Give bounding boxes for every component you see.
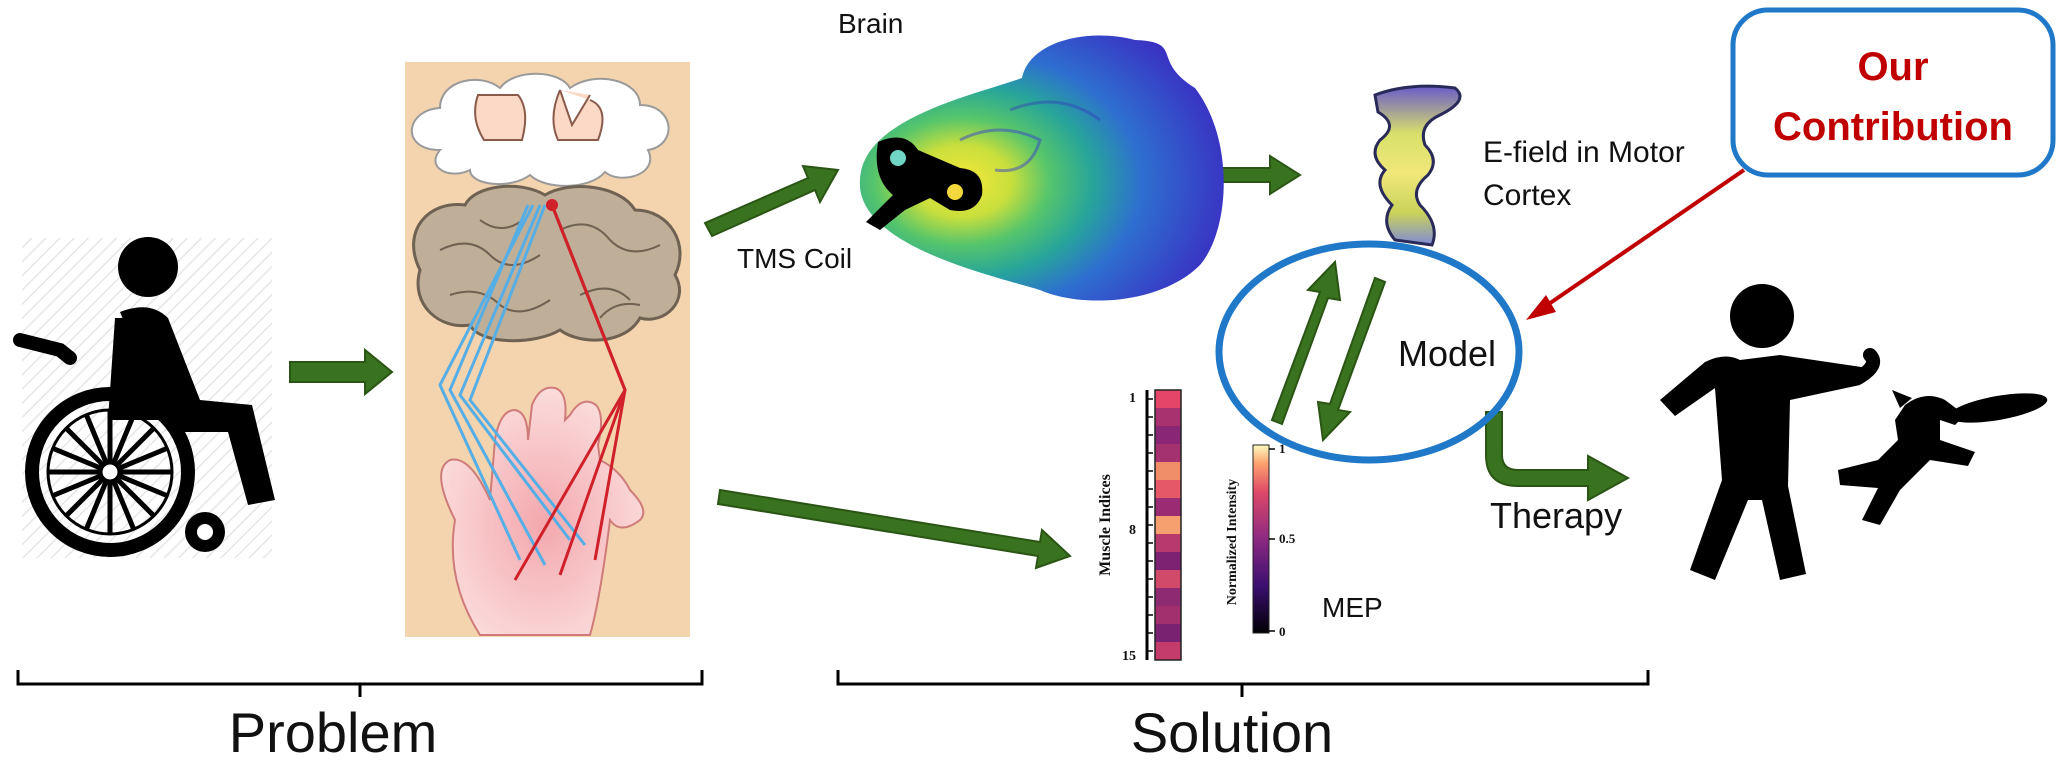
label-our: Our xyxy=(1857,45,1928,89)
heatmap-cell xyxy=(1155,624,1181,643)
arrow-problem-to-tms xyxy=(703,164,840,238)
tms-brain-render xyxy=(859,35,1224,301)
wheelchair-person-icon xyxy=(13,237,275,558)
label-efield-line2: Cortex xyxy=(1483,179,1571,212)
heatmap-ticks xyxy=(1147,398,1153,652)
label-mep: MEP xyxy=(1322,592,1383,623)
arrow-model-down xyxy=(1316,276,1387,443)
person-playing-with-dog-icon xyxy=(1660,284,2048,580)
colorbar-tick-1: 1 xyxy=(1279,441,1286,456)
heatmap-tick-8: 8 xyxy=(1129,523,1136,538)
tms-coil-icon xyxy=(866,137,983,230)
label-efield-line1: E-field in Motor xyxy=(1483,136,1685,169)
heatmap-cell xyxy=(1155,390,1181,409)
arrow-model-to-therapy xyxy=(1485,411,1631,502)
arrow-problem-to-mep xyxy=(716,488,1072,570)
colorbar-label: Normalized Intensity xyxy=(1225,479,1240,605)
label-brain: Brain xyxy=(838,8,903,39)
model-ellipse xyxy=(1215,240,1523,464)
heatmap-rows xyxy=(1155,390,1181,661)
heatmap-cell xyxy=(1155,588,1181,607)
mep-colorbar: 1 0.5 0 Normalized Intensity xyxy=(1225,441,1296,639)
brain-hand-illustration xyxy=(405,62,690,637)
heatmap-cell xyxy=(1155,408,1181,427)
label-therapy: Therapy xyxy=(1490,495,1622,536)
arrow-wheelchair-to-brain xyxy=(289,347,394,397)
heatmap-cell xyxy=(1155,462,1181,481)
heatmap-tick-1: 1 xyxy=(1129,391,1136,406)
heatmap-cell xyxy=(1155,606,1181,625)
contribution-pointer-line xyxy=(1538,168,1746,312)
contribution-pointer-arrowhead xyxy=(1526,295,1556,320)
heatmap-ylabel: Muscle Indices xyxy=(1097,474,1114,576)
label-tms-coil: TMS Coil xyxy=(737,243,852,274)
heatmap-cell xyxy=(1155,480,1181,499)
heatmap-cell xyxy=(1155,534,1181,553)
heatmap-cell xyxy=(1155,498,1181,517)
heatmap-cell xyxy=(1155,552,1181,571)
efield-motor-cortex-render xyxy=(1373,84,1462,247)
colorbar-tick-0: 0 xyxy=(1279,624,1286,639)
label-contribution: Contribution xyxy=(1773,105,2013,149)
heatmap-tick-15: 15 xyxy=(1122,649,1136,664)
colorbar-tick-05: 0.5 xyxy=(1279,531,1296,546)
our-contribution-box xyxy=(1730,7,2056,178)
label-solution: Solution xyxy=(1131,701,1333,764)
heatmap-cell xyxy=(1155,426,1181,445)
heatmap-cell xyxy=(1155,444,1181,463)
heatmap-cell xyxy=(1155,516,1181,535)
arrow-model-up xyxy=(1270,259,1342,426)
problem-bracket xyxy=(16,670,704,697)
label-problem: Problem xyxy=(229,701,438,764)
solution-bracket xyxy=(836,670,1650,697)
label-model: Model xyxy=(1398,333,1496,374)
mep-heatmap: Muscle Indices 1 8 15 xyxy=(1097,389,1182,664)
heatmap-cell xyxy=(1155,642,1181,661)
heatmap-cell xyxy=(1155,570,1181,589)
